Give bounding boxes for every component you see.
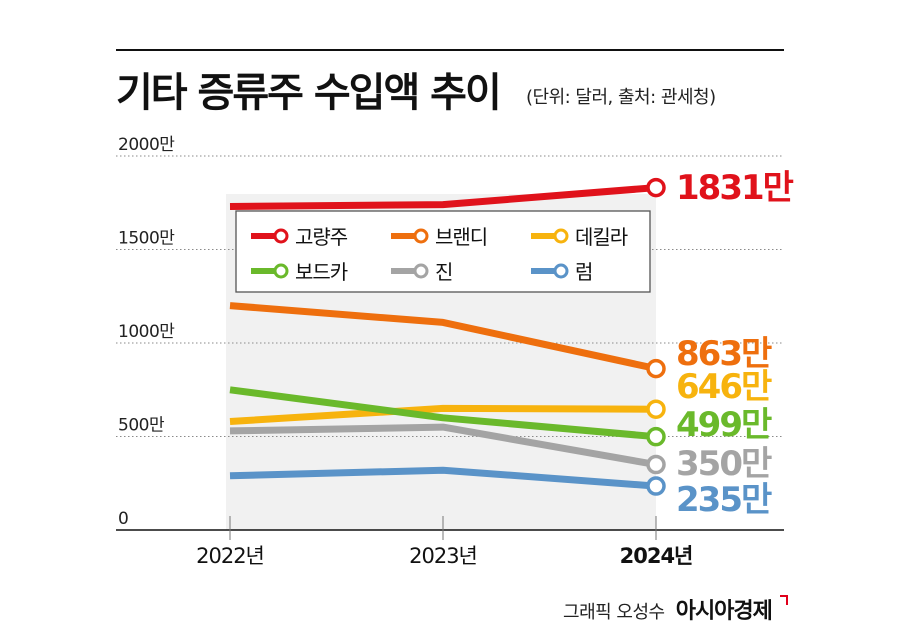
legend-swatch-marker — [273, 263, 289, 279]
legend-label: 고량주 — [295, 225, 348, 249]
y-tick-label: 500만 — [118, 416, 165, 436]
series-end-marker — [646, 358, 666, 379]
publisher-mark-icon — [780, 595, 788, 605]
chart-subtitle: (단위: 달러, 출처: 관세청) — [526, 87, 716, 108]
series-line — [229, 302, 657, 373]
legend-label: 진 — [435, 260, 452, 284]
x-tick-label: 2023년 — [409, 544, 477, 568]
legend-swatch-marker — [553, 263, 569, 279]
series-end-label: 499만 — [676, 405, 772, 445]
series-line — [229, 404, 657, 425]
series-end-marker — [646, 399, 666, 419]
y-tick-label: 2000만 — [118, 135, 175, 155]
y-tick-label: 1500만 — [118, 229, 175, 249]
legend-swatch-marker — [553, 228, 569, 244]
x-tick-label: 2024년 — [620, 544, 693, 568]
series-line — [229, 423, 657, 469]
graphic-byline: 그래픽 오성수 — [563, 602, 665, 623]
legend-label: 보드카 — [295, 260, 348, 284]
legend-swatch-marker — [413, 263, 429, 279]
legend-swatch-marker — [273, 228, 289, 244]
series-line — [229, 184, 657, 210]
series-end-marker — [646, 454, 666, 475]
series-line — [229, 386, 657, 441]
legend-label: 데킬라 — [575, 225, 628, 249]
series-end-label: 235만 — [676, 480, 772, 520]
credit: 그래픽 오성수 아시아경제 — [563, 593, 788, 625]
top-rule — [116, 49, 784, 51]
legend-label: 럼 — [575, 260, 592, 284]
legend-label: 브랜디 — [435, 225, 487, 249]
series-end-marker — [646, 476, 666, 496]
legend-box — [235, 210, 651, 293]
series-end-marker — [646, 426, 666, 447]
series-line — [229, 466, 657, 490]
publisher-logo: 아시아경제 — [675, 599, 773, 624]
series-end-label: 863만 — [676, 334, 772, 374]
legend-swatch-marker — [413, 228, 429, 244]
series-end-label: 350만 — [676, 444, 772, 484]
y-tick-label: 0 — [118, 509, 128, 529]
series-end-label: 1831만 — [676, 168, 794, 208]
y-tick-label: 1000만 — [118, 322, 175, 342]
x-tick-label: 2022년 — [196, 544, 264, 568]
series-end-label: 646만 — [676, 367, 772, 407]
series-end-marker — [646, 177, 666, 198]
chart-title: 기타 증류주 수입액 추이 — [116, 70, 502, 116]
